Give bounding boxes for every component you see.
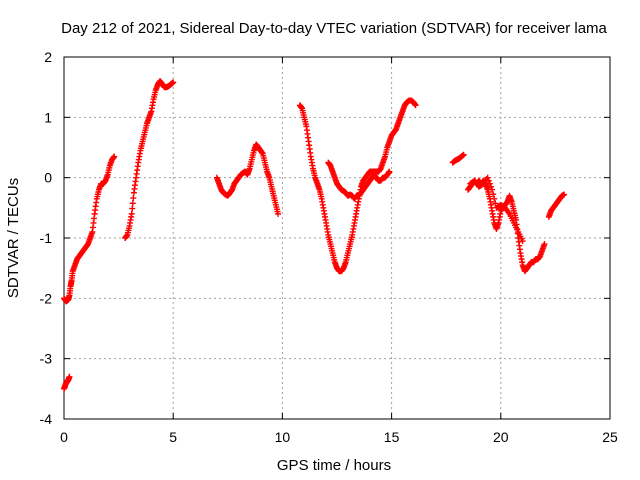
data-point (170, 79, 177, 86)
y-tick-label: -2 (40, 290, 53, 306)
data-point (490, 191, 497, 198)
y-axis-label: SDTVAR / TECUs (5, 178, 22, 298)
x-tick-label: 25 (602, 429, 618, 445)
data-point (129, 200, 136, 207)
x-tick-label: 20 (493, 429, 509, 445)
y-tick-label: -3 (40, 351, 53, 367)
data-point (487, 183, 494, 190)
x-tick-label: 15 (384, 429, 400, 445)
y-tick-label: -1 (40, 230, 53, 246)
data-point (66, 373, 73, 380)
data-marks (61, 78, 568, 392)
data-point (128, 210, 135, 217)
data-point (485, 177, 492, 184)
data-point (484, 174, 491, 181)
y-tick-label: 2 (44, 49, 52, 65)
data-point (491, 195, 498, 202)
x-tick-label: 0 (60, 429, 68, 445)
x-tick-label: 5 (169, 429, 177, 445)
data-point (519, 238, 526, 245)
data-point (275, 210, 282, 217)
data-point (492, 200, 499, 207)
x-tick-label: 10 (275, 429, 291, 445)
y-tick-label: 1 (44, 109, 52, 125)
y-tick-label: 0 (44, 170, 52, 186)
data-point (111, 153, 118, 160)
data-point (129, 205, 136, 212)
chart-title: Day 212 of 2021, Sidereal Day-to-day VTE… (61, 20, 607, 37)
data-point (489, 186, 496, 193)
data-point (460, 151, 467, 158)
data-point (486, 180, 493, 187)
axis-ticks: 0 5 10 15 20 25 -4 -3 -2 -1 0 1 2 (40, 49, 618, 445)
data-point (130, 195, 137, 202)
grid (63, 56, 611, 420)
y-tick-label: -4 (40, 411, 53, 427)
data-point (412, 102, 419, 109)
x-axis-label: GPS time / hours (277, 457, 391, 474)
data-point (561, 191, 568, 198)
data-point (541, 241, 548, 248)
data-point (386, 168, 393, 175)
